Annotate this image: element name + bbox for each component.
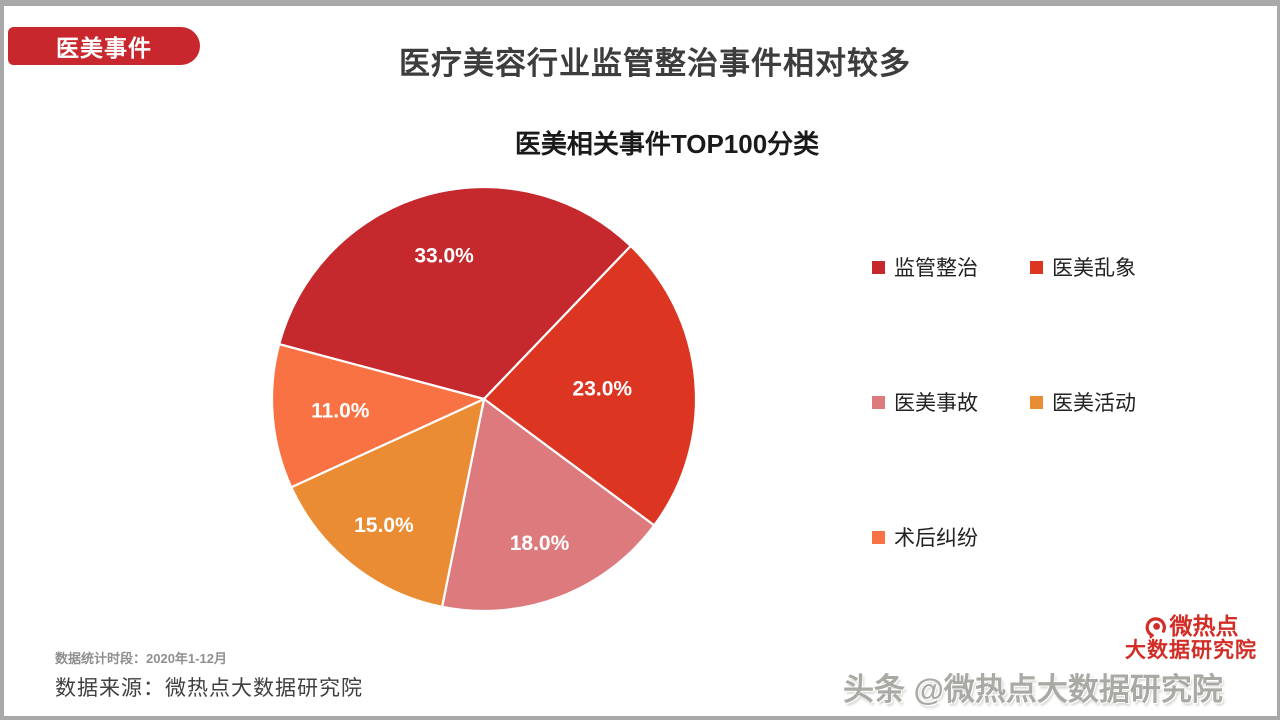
legend-item-监管整治: 监管整治 [872,252,1030,282]
section-badge: 医美事件 [8,27,200,65]
legend-label: 医美活动 [1052,392,1136,415]
pie-slice-value-label: 18.0% [510,532,570,555]
slide-border-bottom [0,716,1280,720]
legend-label: 术后纠纷 [894,527,978,550]
toutiao-watermark: 头条 @微热点大数据研究院 [843,672,1223,707]
pie-slice-术后纠纷 [270,343,486,489]
slide-border-right [1277,0,1280,720]
legend-item-医美活动: 医美活动 [1030,387,1188,417]
pie-slice-value-label: 15.0% [354,514,414,537]
page-title: 医疗美容行业监管整治事件相对较多 [399,46,911,81]
slide-border-left [0,0,4,720]
slide-border-top [0,0,1280,6]
pie-slice-value-label: 33.0% [414,245,474,268]
legend-item-医美乱象: 医美乱象 [1030,252,1188,282]
legend-swatch-icon [872,530,885,544]
legend-row: 术后纠纷 [872,522,1188,552]
weibo-eye-logo-icon [1145,616,1166,639]
logo-line1-text: 微热点 [1169,613,1239,639]
chart-legend: 监管整治 医美乱象医美事故 医美活动术后纠纷 [872,252,1188,657]
pie-slice-医美事故 [441,397,656,613]
pie-chart: 33.0% 23.0% 18.0% 15.0% 11.0% [264,179,704,619]
legend-swatch-icon [1030,260,1043,274]
pie-slice-医美活动 [290,397,486,608]
legend-swatch-icon [872,395,885,409]
legend-label: 医美乱象 [1052,257,1136,280]
legend-item-术后纠纷: 术后纠纷 [872,522,1030,552]
legend-label: 医美事故 [894,392,978,415]
data-source-label: 数据来源：微热点大数据研究院 [55,677,363,700]
pie-chart-svg: 33.0% 23.0% 18.0% 15.0% 11.0% [270,185,698,613]
logo-line2-text: 大数据研究院 [1125,639,1257,663]
research-institute-logo: 微热点 大数据研究院 [1108,613,1274,663]
pie-slice-医美乱象 [482,244,698,527]
data-period-label: 数据统计时段：2020年1-12月 [55,651,227,666]
legend-swatch-icon [1030,395,1043,409]
pie-slice-value-label: 23.0% [573,378,633,401]
legend-item-医美事故: 医美事故 [872,387,1030,417]
pie-slice-监管整治 [278,185,632,401]
pie-slice-value-label: 11.0% [311,400,370,423]
legend-row: 医美事故 医美活动 [872,387,1188,417]
legend-swatch-icon [872,260,885,274]
legend-row: 监管整治 医美乱象 [872,252,1188,282]
legend-label: 监管整治 [894,257,978,280]
section-badge-label: 医美事件 [56,35,152,61]
chart-title: 医美相关事件TOP100分类 [514,129,820,159]
